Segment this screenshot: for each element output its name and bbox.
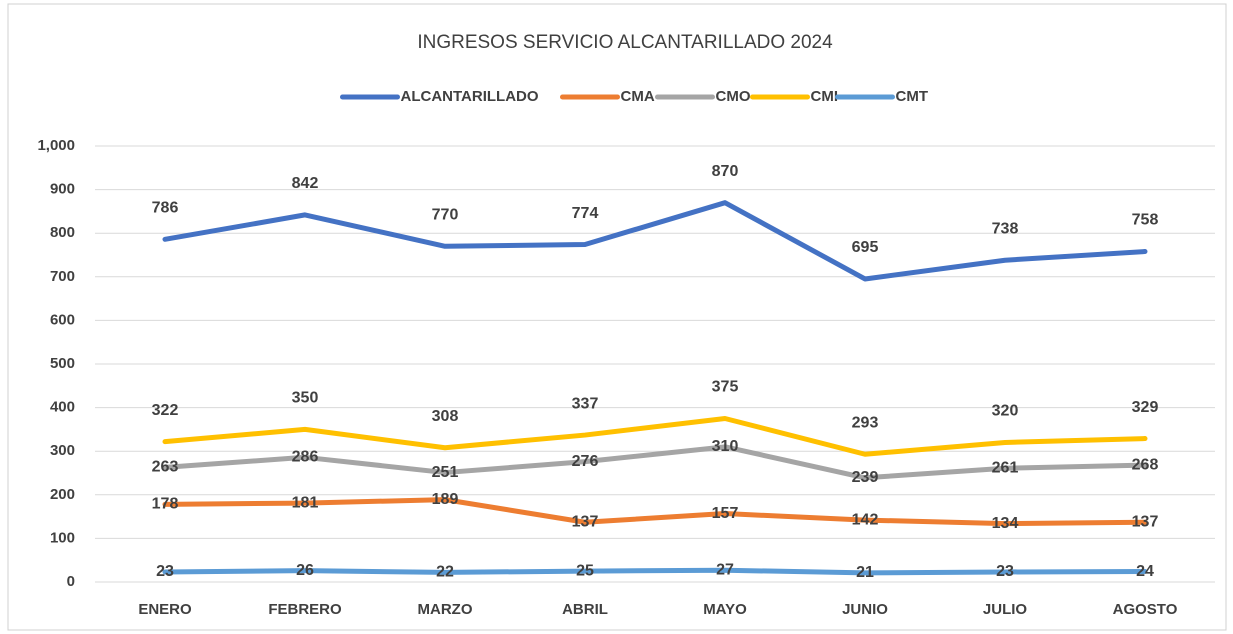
y-tick-label: 900 xyxy=(50,181,75,198)
x-tick-label: FEBRERO xyxy=(268,601,342,618)
series-line xyxy=(162,567,1148,576)
chart-title: INGRESOS SERVICIO ALCANTARILLADO 2024 xyxy=(417,32,833,53)
data-label: 251 xyxy=(432,464,459,481)
data-label: 322 xyxy=(152,402,179,419)
y-tick-label: 500 xyxy=(50,355,75,372)
legend-label: CMA xyxy=(621,88,655,105)
data-label: 23 xyxy=(996,563,1014,580)
data-label: 758 xyxy=(1132,212,1159,229)
data-label: 189 xyxy=(432,491,459,508)
legend-label: CMI xyxy=(811,88,839,105)
data-label: 23 xyxy=(156,563,174,580)
data-label: 263 xyxy=(152,459,179,476)
y-tick-label: 100 xyxy=(50,529,75,546)
data-label: 268 xyxy=(1132,456,1159,473)
data-label: 375 xyxy=(712,379,739,396)
data-label: 27 xyxy=(716,561,734,578)
data-label: 25 xyxy=(576,562,594,579)
legend-label: CMT xyxy=(896,88,929,105)
series-line xyxy=(162,444,1148,481)
data-label: 293 xyxy=(852,414,879,431)
y-tick-label: 700 xyxy=(50,268,75,285)
y-tick-label: 0 xyxy=(67,573,75,590)
x-tick-label: ENERO xyxy=(138,601,192,618)
data-label: 26 xyxy=(296,562,314,579)
data-label: 137 xyxy=(1132,513,1159,530)
data-label: 24 xyxy=(1136,563,1154,580)
x-tick-label: ABRIL xyxy=(562,601,608,618)
data-label: 770 xyxy=(432,206,459,223)
data-label: 181 xyxy=(292,494,319,511)
data-label: 261 xyxy=(992,459,1019,476)
data-label: 786 xyxy=(152,200,179,217)
data-label: 308 xyxy=(432,408,459,425)
data-label: 286 xyxy=(292,449,319,466)
series-line xyxy=(162,497,1148,527)
y-tick-label: 1,000 xyxy=(37,137,75,154)
data-label: 738 xyxy=(992,220,1019,237)
data-label: 774 xyxy=(572,205,599,222)
data-label: 178 xyxy=(152,496,179,513)
series-line xyxy=(162,416,1148,457)
x-tick-label: AGOSTO xyxy=(1113,601,1178,618)
data-label: 870 xyxy=(712,163,739,180)
data-label: 310 xyxy=(712,438,739,455)
legend-label: ALCANTARILLADO xyxy=(401,88,539,105)
data-label: 276 xyxy=(572,453,599,470)
x-tick-label: MARZO xyxy=(418,601,473,618)
y-tick-label: 800 xyxy=(50,224,75,241)
data-label: 350 xyxy=(292,390,319,407)
data-label: 157 xyxy=(712,505,739,522)
data-label: 320 xyxy=(992,403,1019,420)
data-label: 22 xyxy=(436,564,454,581)
data-label: 695 xyxy=(852,239,879,256)
x-tick-label: JUNIO xyxy=(842,601,888,618)
data-label: 239 xyxy=(852,469,879,486)
data-label: 842 xyxy=(292,175,319,192)
y-tick-label: 300 xyxy=(50,442,75,459)
data-label: 21 xyxy=(856,564,874,581)
data-label: 329 xyxy=(1132,399,1159,416)
legend-label: CMO xyxy=(716,88,751,105)
series-line xyxy=(162,200,1148,282)
data-label: 142 xyxy=(852,511,879,528)
data-label: 134 xyxy=(992,515,1019,532)
y-tick-label: 200 xyxy=(50,486,75,503)
y-tick-label: 400 xyxy=(50,399,75,416)
data-label: 137 xyxy=(572,513,599,530)
x-tick-label: JULIO xyxy=(983,601,1028,618)
data-label: 337 xyxy=(572,395,599,412)
x-tick-label: MAYO xyxy=(703,601,747,618)
y-tick-label: 600 xyxy=(50,311,75,328)
